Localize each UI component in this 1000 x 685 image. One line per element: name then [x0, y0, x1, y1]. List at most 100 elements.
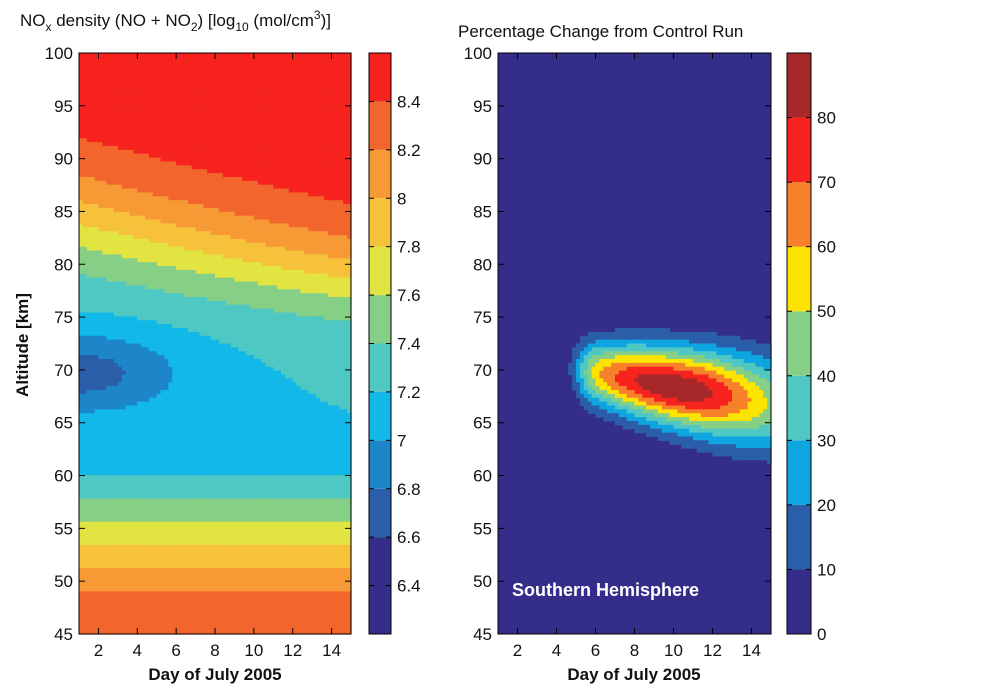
heatmap-cell	[141, 583, 146, 589]
heatmap-cell	[183, 99, 189, 104]
heatmap-cell	[156, 142, 162, 147]
heatmap-cell	[129, 358, 134, 364]
heatmap-cell	[113, 479, 119, 484]
heatmap-cell	[98, 498, 103, 503]
heatmap-cell	[121, 362, 127, 368]
heatmap-cell	[79, 204, 84, 209]
heatmap-cell	[121, 455, 127, 461]
heatmap-cell	[82, 436, 88, 441]
heatmap-cell	[195, 281, 201, 286]
heatmap-cell	[168, 161, 173, 166]
heatmap-cell	[110, 358, 115, 364]
heatmap-cell	[195, 440, 201, 445]
heatmap-cell	[183, 560, 189, 565]
heatmap-cell	[113, 455, 119, 461]
heatmap-cell	[148, 103, 154, 108]
heatmap-cell	[180, 537, 185, 542]
heatmap-cell	[113, 103, 119, 108]
heatmap-cell	[145, 455, 150, 461]
heatmap-cell	[156, 490, 162, 496]
heatmap-cell	[164, 103, 169, 108]
heatmap-cell	[152, 479, 158, 484]
heatmap-cell	[172, 331, 177, 337]
heatmap-cell	[113, 413, 119, 418]
heatmap-cell	[98, 420, 103, 426]
heatmap-cell	[172, 320, 177, 325]
heatmap-cell	[125, 467, 131, 472]
heatmap-cell	[195, 331, 201, 337]
heatmap-cell	[79, 486, 84, 492]
heatmap-cell	[191, 56, 197, 62]
heatmap-cell	[137, 227, 142, 232]
heatmap-cell	[145, 630, 150, 635]
heatmap-cell	[129, 389, 134, 395]
heatmap-cell	[199, 262, 204, 267]
heatmap-cell	[203, 273, 208, 279]
heatmap-cell	[164, 498, 169, 503]
heatmap-cell	[191, 537, 197, 542]
heatmap-cell	[86, 165, 92, 170]
heatmap-cell	[203, 471, 208, 476]
heatmap-cell	[125, 269, 131, 275]
heatmap-cell	[164, 389, 169, 395]
heatmap-cell	[113, 246, 119, 252]
heatmap-cell	[164, 537, 169, 542]
heatmap-cell	[203, 630, 208, 635]
heatmap-cell	[82, 413, 88, 418]
heatmap-cell	[110, 479, 115, 484]
heatmap-cell	[82, 405, 88, 410]
heatmap-cell	[199, 525, 204, 531]
heatmap-cell	[195, 428, 201, 434]
heatmap-cell	[102, 87, 107, 93]
heatmap-cell	[98, 409, 103, 414]
heatmap-cell	[113, 347, 119, 352]
heatmap-cell	[90, 568, 96, 573]
heatmap-cell	[176, 231, 181, 236]
heatmap-cell	[121, 60, 127, 66]
heatmap-cell	[156, 227, 162, 232]
heatmap-cell	[82, 568, 88, 573]
heatmap-cell	[183, 533, 189, 538]
heatmap-cell	[152, 246, 158, 252]
heatmap-cell	[156, 397, 162, 403]
heatmap-cell	[90, 149, 96, 155]
heatmap-cell	[187, 428, 193, 434]
heatmap-cell	[191, 432, 197, 438]
heatmap-cell	[191, 397, 197, 403]
heatmap-cell	[125, 293, 131, 298]
heatmap-cell	[121, 355, 127, 360]
heatmap-cell	[106, 180, 111, 186]
heatmap-cell	[86, 246, 92, 252]
heatmap-cell	[110, 397, 115, 403]
heatmap-cell	[82, 293, 88, 298]
heatmap-cell	[106, 254, 111, 259]
heatmap-cell	[183, 374, 189, 379]
heatmap-cell	[191, 331, 197, 337]
heatmap-cell	[141, 200, 146, 205]
heatmap-cell	[129, 173, 134, 178]
heatmap-cell	[90, 420, 96, 426]
heatmap-cell	[203, 262, 208, 267]
heatmap-cell	[102, 370, 107, 376]
heatmap-cell	[152, 444, 158, 449]
heatmap-cell	[137, 297, 142, 302]
heatmap-cell	[187, 572, 193, 577]
heatmap-cell	[199, 355, 204, 360]
heatmap-cell	[133, 610, 138, 616]
heatmap-cell	[98, 587, 103, 592]
heatmap-cell	[102, 552, 107, 558]
heatmap-cell	[183, 316, 189, 321]
heatmap-cell	[102, 374, 107, 379]
heatmap-cell	[106, 262, 111, 267]
heatmap-cell	[106, 362, 111, 368]
heatmap-cell	[137, 537, 142, 542]
heatmap-cell	[98, 463, 103, 469]
heatmap-cell	[195, 72, 201, 77]
heatmap-cell	[79, 114, 84, 120]
heatmap-cell	[172, 68, 177, 73]
heatmap-cell	[172, 510, 177, 515]
heatmap-cell	[133, 351, 138, 356]
heatmap-cell	[125, 510, 131, 515]
heatmap-cell	[195, 382, 201, 387]
heatmap-cell	[203, 277, 208, 283]
